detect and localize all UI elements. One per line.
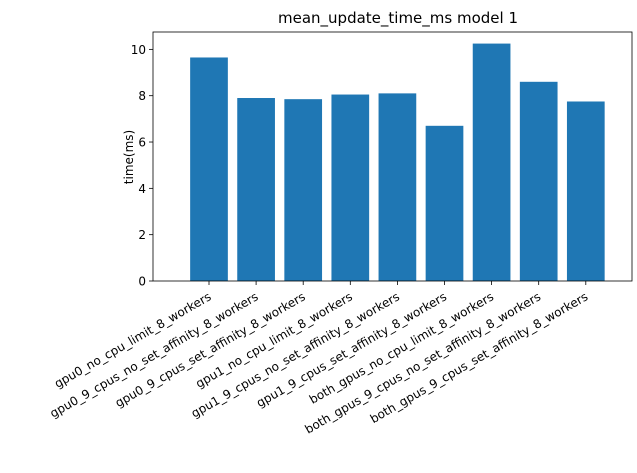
axes-spines [152,31,633,282]
bar-gpu1_9_cpus_no_set_affinity_8_workers [378,93,417,281]
y-tick-label: 6 [138,136,146,150]
axes-frame [152,31,633,282]
bar-both_gpus_9_cpus_no_set_affinity_8_workers [519,81,558,281]
y-tick-label: 0 [138,275,146,289]
chart-title: mean_update_time_ms model 1 [278,9,518,28]
y-tick-label: 8 [138,89,146,103]
bars-layer [190,43,605,282]
bar-gpu0_9_cpus_no_set_affinity_8_workers [237,98,275,281]
y-axis-ticks: 0 2 4 6 8 10 [131,43,153,289]
bar-gpu1_9_cpus_set_affinity_8_workers [425,125,464,281]
y-tick-label: 10 [131,43,146,57]
x-axis-ticks: gpu0_no_cpu_limit_8_workersgpu0_9_cpus_n… [47,281,590,437]
bar-both_gpus_no_cpu_limit_8_workers [472,43,511,281]
y-axis-label: time(ms) [122,130,136,184]
bar-gpu1_no_cpu_limit_8_workers [331,94,370,281]
bar-both_gpus_9_cpus_set_affinity_8_workers [566,101,605,282]
bar-gpu0_no_cpu_limit_8_workers [190,57,228,282]
bar-gpu0_9_cpus_set_affinity_8_workers [284,99,323,281]
y-tick-label: 2 [138,228,146,242]
y-tick-label: 4 [138,182,146,196]
